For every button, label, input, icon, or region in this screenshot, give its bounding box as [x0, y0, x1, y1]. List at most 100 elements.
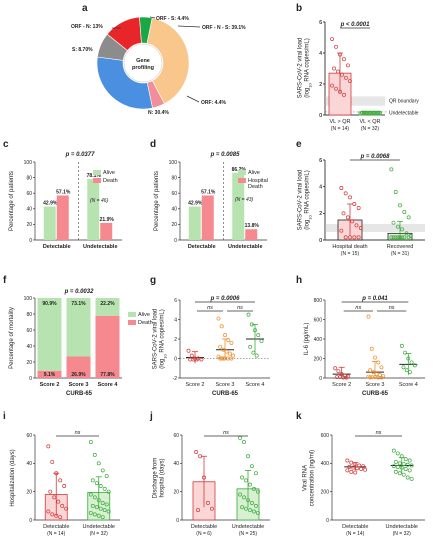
data-point	[352, 235, 357, 240]
y-tick-label: 0	[319, 113, 322, 119]
y-tick-label: 6	[319, 20, 322, 26]
data-point	[409, 463, 414, 468]
data-point	[401, 472, 406, 477]
data-point	[403, 350, 408, 355]
pie-slice	[146, 17, 190, 105]
tspan: Viral RNA	[303, 465, 309, 491]
donut-center-text: Gene	[136, 58, 150, 64]
data-point	[100, 501, 105, 505]
p-value: p = 0.0032	[64, 289, 95, 295]
data-point	[246, 454, 250, 459]
stacked-bar-segment	[66, 356, 91, 378]
y-tick-label: 0	[174, 238, 177, 244]
data-point	[242, 440, 246, 445]
stacked-bar-segment	[37, 298, 62, 371]
data-point	[377, 110, 382, 115]
legend-label: Death	[248, 184, 263, 190]
y-tick-label: 40	[26, 207, 32, 213]
tspan: 10	[307, 83, 312, 88]
data-point	[60, 503, 65, 508]
data-point	[366, 314, 371, 319]
bar-value-label: 90.9%	[42, 301, 57, 307]
x-category-label: Undetectable	[386, 524, 418, 530]
data-point	[371, 370, 376, 375]
y-tick-label: 40	[171, 207, 177, 213]
data-point	[402, 210, 407, 214]
data-point	[90, 503, 95, 508]
data-point	[339, 186, 344, 190]
y-tick-label: 2	[319, 211, 322, 217]
x-category-label: Score 2	[40, 382, 60, 388]
significance-label: ns	[75, 430, 81, 436]
legend-label: Hospital	[248, 178, 268, 184]
bar-value-label: 73.1%	[71, 301, 86, 307]
data-point	[240, 505, 245, 510]
data-point	[244, 478, 248, 483]
data-point	[96, 513, 101, 518]
tspan: (	[305, 228, 311, 230]
slice-label: S: 8.70%	[72, 47, 93, 53]
pie-slice	[139, 16, 153, 44]
data-point	[242, 495, 246, 500]
data-point	[359, 467, 364, 471]
y-tick-label: 0	[174, 356, 177, 362]
panel-label-k: k	[296, 411, 302, 422]
y-tick-label: 40	[26, 344, 32, 350]
tspan: IL-6 (pg/mL)	[304, 323, 310, 356]
data-point	[397, 471, 402, 476]
x-sample-size: (N = 14)	[331, 126, 350, 132]
leader-line	[177, 25, 201, 28]
p-value: p = 0.0085	[210, 152, 241, 158]
data-point	[356, 206, 361, 210]
tspan: RNA copies/mL)	[160, 309, 166, 354]
pie-slice	[96, 56, 153, 110]
y-axis-label: Percentage of patients	[9, 171, 15, 231]
data-point	[400, 235, 405, 240]
data-point	[64, 506, 69, 511]
data-point	[102, 508, 107, 513]
data-point	[251, 350, 256, 355]
x-category-label: Undetectable	[83, 244, 118, 250]
tspan: (	[305, 96, 311, 98]
stacked-bar-segment	[66, 298, 91, 357]
slice-label: ORF - S: 4.4%	[156, 16, 189, 22]
tspan: log	[160, 359, 166, 367]
data-point	[251, 509, 256, 514]
data-point	[206, 501, 210, 505]
legend-swatch	[93, 178, 101, 183]
data-point	[219, 324, 224, 329]
slice-label: ORF - N - S: 39.1%	[202, 25, 246, 31]
data-point	[209, 506, 214, 511]
panel-i: 0 20 40 60 Detectable(N = 14) Undetectable(N …	[10, 430, 120, 537]
x-sample-size: (N = 15)	[341, 251, 360, 257]
significance-label: ns	[223, 430, 229, 436]
x-category-label: Recovered	[387, 244, 414, 250]
data-point	[362, 110, 367, 115]
data-point	[221, 347, 226, 352]
x-category-label: Detectable	[43, 524, 69, 530]
y-tick-label: 4	[319, 51, 322, 57]
data-point	[96, 498, 101, 503]
y-tick-label: 800	[314, 298, 323, 304]
data-point	[196, 508, 201, 513]
data-point	[106, 509, 111, 514]
data-point	[342, 92, 346, 97]
data-point	[248, 344, 253, 349]
data-point	[189, 353, 194, 358]
data-point	[403, 457, 408, 462]
data-point	[358, 226, 363, 230]
bar	[100, 222, 113, 240]
x-category-label: Score 2	[332, 382, 351, 388]
data-point	[52, 495, 57, 500]
bar-value-label: 13.8%	[245, 223, 260, 229]
y-axis-label: Percentage of mortality	[9, 307, 15, 369]
data-point	[407, 468, 412, 473]
data-point	[255, 489, 260, 494]
tspan: RNA copies/mL)	[305, 38, 311, 83]
y-axis-label: SARS-CoV-2 viral load	[153, 309, 159, 370]
y-tick-label: 6	[319, 158, 322, 164]
panel-f: 0 20 40 60 80 100 Percentage of mortality 9.1% 9…	[9, 289, 153, 397]
data-point	[345, 458, 350, 463]
